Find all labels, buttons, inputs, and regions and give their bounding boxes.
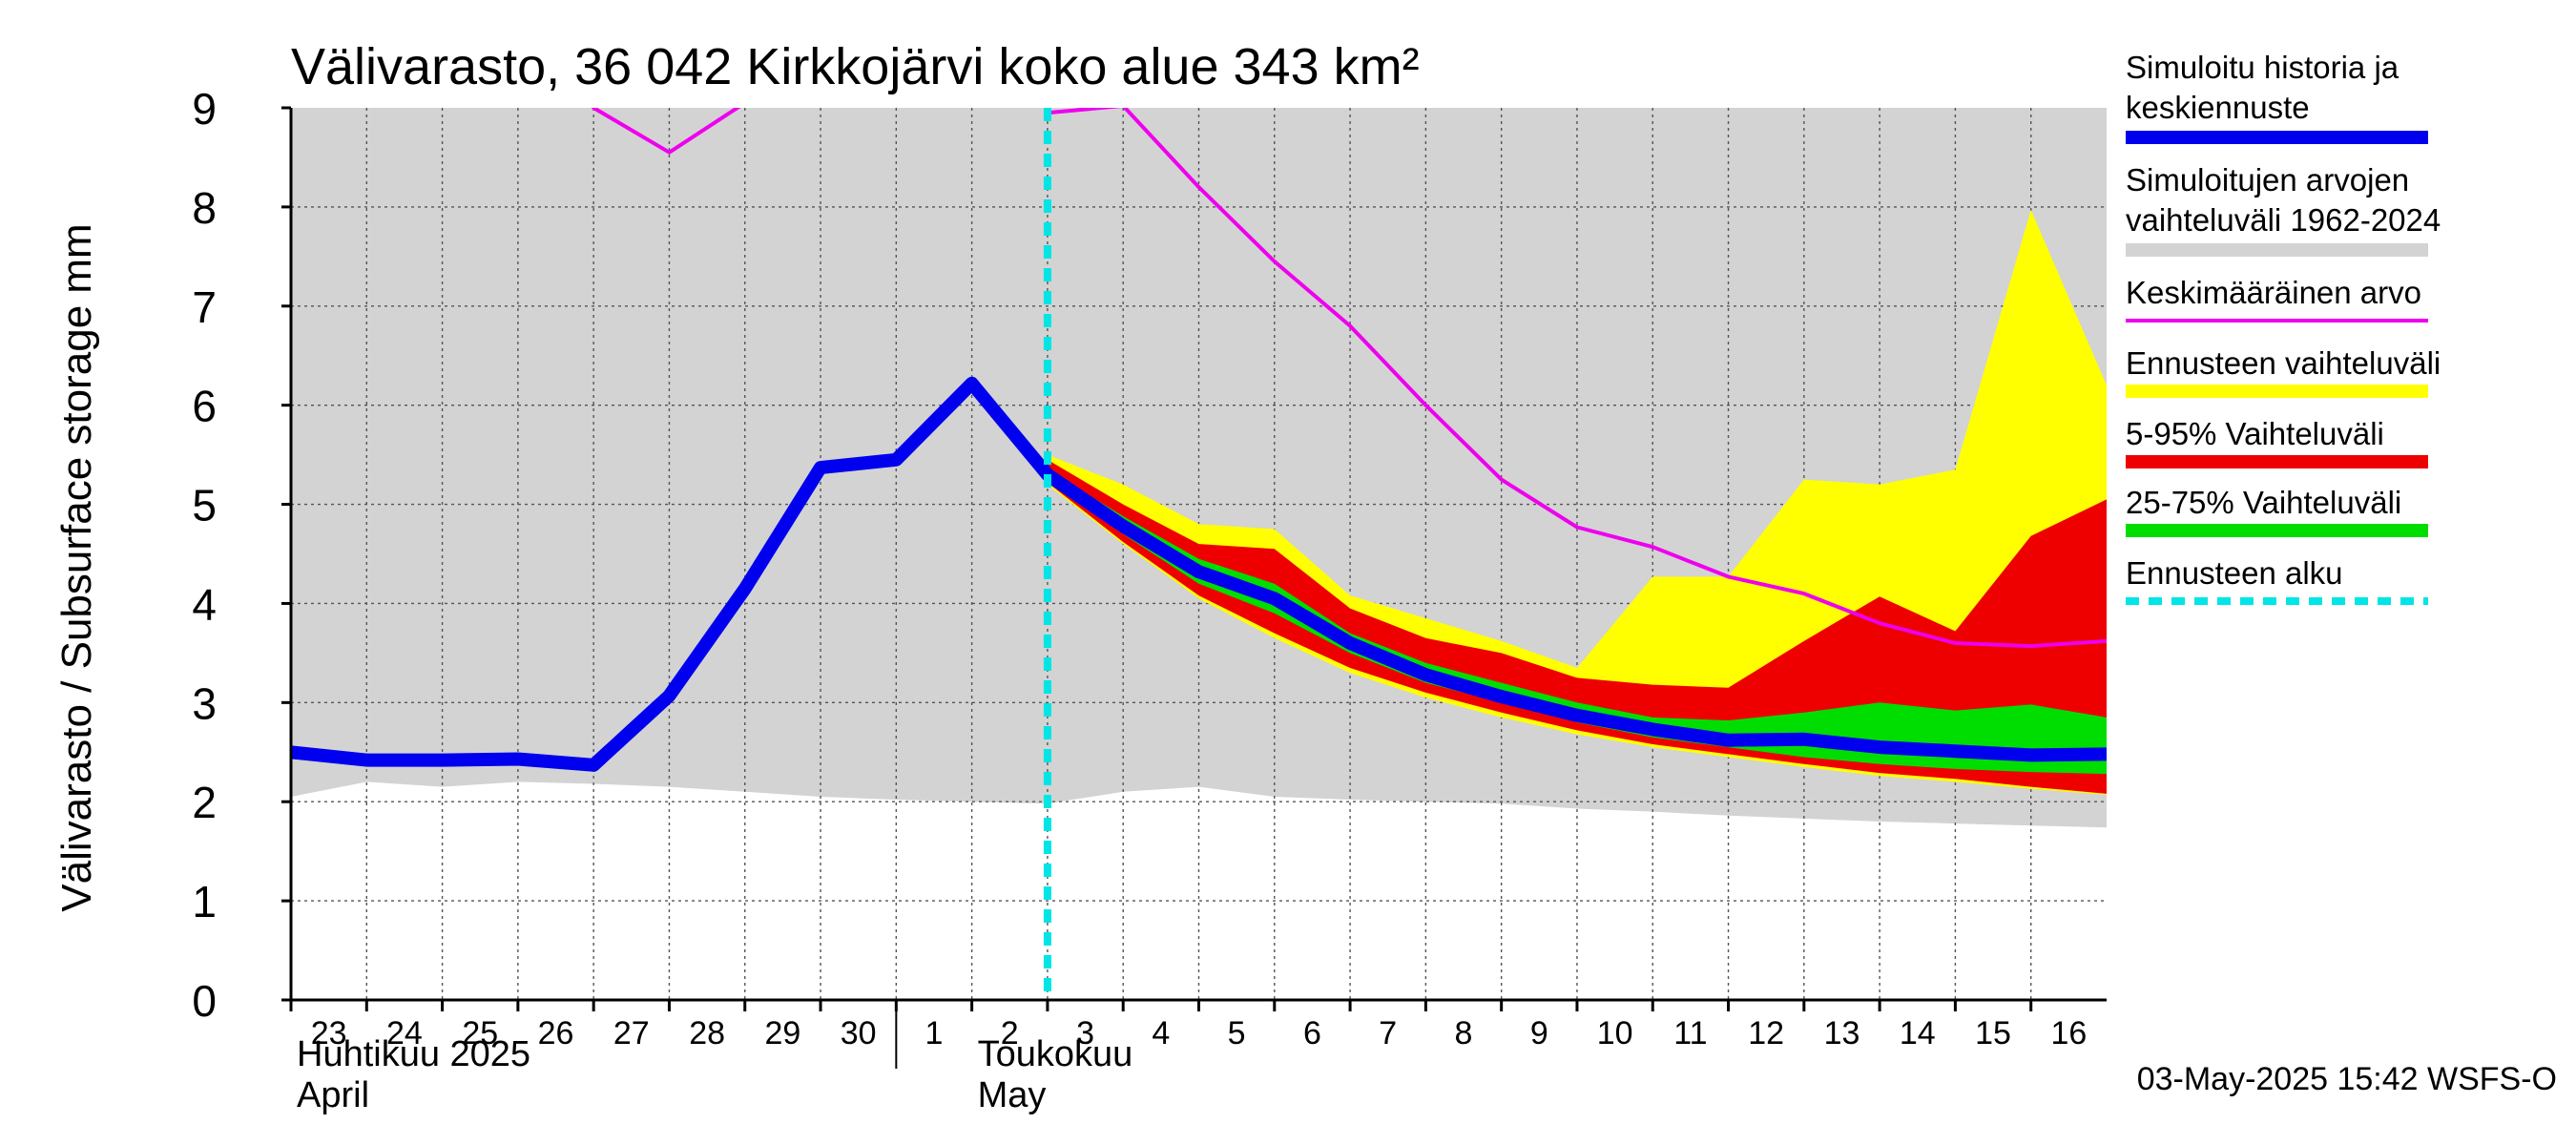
legend-label: Keskimääräinen arvo <box>2126 275 2421 310</box>
legend-label: 5-95% Vaihteluväli <box>2126 416 2384 451</box>
x-tick-label: 5 <box>1228 1015 1246 1051</box>
x-tick-label: 15 <box>1975 1015 2011 1051</box>
legend-item: Simuloitujen arvojen vaihteluväli 1962-20… <box>2126 162 2441 257</box>
grid <box>291 108 2107 1000</box>
legend-label: Ennusteen vaihteluväli <box>2126 345 2441 381</box>
x-tick-label: 23 <box>311 1015 347 1051</box>
month-label-en: May <box>978 1075 1047 1115</box>
legend-item: 5-95% Vaihteluväli <box>2126 416 2428 468</box>
y-tick-label: 8 <box>192 183 217 233</box>
legend-item: Keskimääräinen arvo <box>2126 275 2428 323</box>
y-tick-label: 5 <box>192 481 217 531</box>
x-tick-label: 25 <box>462 1015 498 1051</box>
x-tick-label: 16 <box>2050 1015 2087 1051</box>
y-tick-label: 6 <box>192 382 217 431</box>
mean-line <box>592 108 741 155</box>
x-tick-label: 8 <box>1455 1015 1473 1051</box>
x-tick-label: 30 <box>841 1015 877 1051</box>
legend-label: vaihteluväli 1962-2024 <box>2126 202 2441 238</box>
y-tick-label: 2 <box>192 778 217 827</box>
y-tick-label: 9 <box>192 84 217 134</box>
x-tick-label: 11 <box>1673 1015 1707 1051</box>
x-tick-label: 10 <box>1597 1015 1633 1051</box>
chart-title: Välivarasto, 36 042 Kirkkojärvi koko alu… <box>291 38 1420 95</box>
x-tick-label: 9 <box>1530 1015 1548 1051</box>
x-tick-label: 14 <box>1900 1015 1936 1051</box>
y-axis-label: Välivarasto / Subsurface storage mm <box>53 223 100 911</box>
x-tick-label: 12 <box>1748 1015 1784 1051</box>
x-tick-label: 27 <box>613 1015 650 1051</box>
y-tick-label: 4 <box>192 579 217 629</box>
month-label-fi: Toukokuu <box>978 1034 1133 1074</box>
y-tick-label: 0 <box>192 976 217 1026</box>
x-tick-label: 6 <box>1303 1015 1321 1051</box>
y-tick-label: 1 <box>192 877 217 926</box>
y-tick-label: 3 <box>192 678 217 728</box>
legend: Simuloitu historia jakeskiennusteSimuloi… <box>2126 50 2441 605</box>
x-tick-label: 26 <box>538 1015 574 1051</box>
legend-label: Simuloitu historia ja <box>2126 50 2399 85</box>
plot-area <box>291 108 2107 1000</box>
legend-label: 25-75% Vaihteluväli <box>2126 485 2401 520</box>
timestamp: 03-May-2025 15:42 WSFS-O <box>2137 1061 2557 1097</box>
x-tick-label: 13 <box>1824 1015 1860 1051</box>
month-label-fi: Huhtikuu 2025 <box>297 1034 530 1074</box>
x-tick-label: 3 <box>1076 1015 1094 1051</box>
y-tick-label: 7 <box>192 282 217 332</box>
legend-item: 25-75% Vaihteluväli <box>2126 485 2428 537</box>
legend-label: Simuloitujen arvojen <box>2126 162 2409 198</box>
mean-line <box>1045 108 2107 649</box>
legend-item: Simuloitu historia ja keskiennuste <box>2126 50 2428 144</box>
x-tick-label: 29 <box>764 1015 800 1051</box>
x-tick-label: 7 <box>1379 1015 1397 1051</box>
x-tick-label: 1 <box>925 1015 944 1051</box>
legend-label: Ennusteen alku <box>2126 555 2343 591</box>
month-label-en: April <box>297 1075 369 1115</box>
legend-item: Ennusteen vaihteluväli <box>2126 345 2441 398</box>
median-line <box>291 376 2107 772</box>
legend-label: keskiennuste <box>2126 90 2310 125</box>
legend-item: Ennusteen alku <box>2126 555 2428 605</box>
x-tick-label: 28 <box>689 1015 725 1051</box>
x-tick-label: 24 <box>386 1015 423 1051</box>
x-tick-label: 2 <box>1001 1015 1019 1051</box>
x-tick-label: 4 <box>1152 1015 1170 1051</box>
